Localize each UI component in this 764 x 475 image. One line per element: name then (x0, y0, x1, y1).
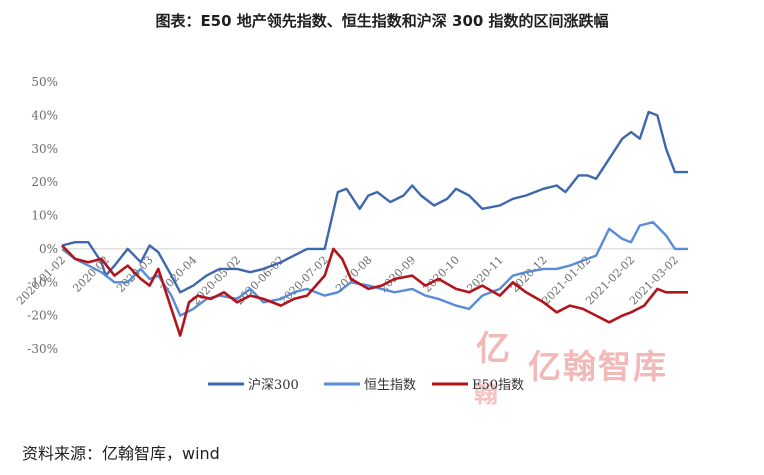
series-line-3 (61, 244, 688, 337)
watermark: 亿 翰 亿翰智库 (470, 318, 760, 438)
y-tick-label: -30% (27, 342, 58, 356)
legend-label: 恒生指数 (364, 378, 416, 393)
legend-label: 沪深300 (248, 377, 299, 393)
y-tick-label: 0% (39, 242, 58, 256)
x-tick-label: 2020-01-02 (14, 253, 68, 307)
watermark-logo-glyph: 亿 (476, 329, 510, 369)
legend: 沪深300 恒生指数 E50指数 (208, 377, 524, 393)
source-note: 资料来源：亿翰智库，wind (22, 444, 220, 463)
chart-title: 图表：E50 地产领先指数、恒生指数和沪深 300 指数的区间涨跌幅 (155, 12, 609, 30)
legend-label: E50指数 (472, 378, 524, 393)
y-tick-label: -20% (27, 309, 58, 323)
watermark-logo-icon: 亿 翰 (470, 328, 518, 408)
y-axis: 50% 40% 30% 20% 10% 0% -10% -20% -30% (27, 75, 58, 356)
y-tick-label: 20% (31, 175, 58, 189)
series-layer (61, 110, 688, 337)
watermark-logo-sub: 翰 (474, 380, 498, 408)
y-tick-label: 50% (31, 75, 58, 89)
y-tick-label: 30% (31, 142, 58, 156)
series-line-1 (61, 110, 688, 294)
watermark-text: 亿翰智库 (528, 347, 668, 386)
y-tick-label: 10% (31, 209, 58, 223)
y-tick-label: 40% (31, 108, 58, 122)
y-tick-label: -10% (27, 275, 58, 289)
